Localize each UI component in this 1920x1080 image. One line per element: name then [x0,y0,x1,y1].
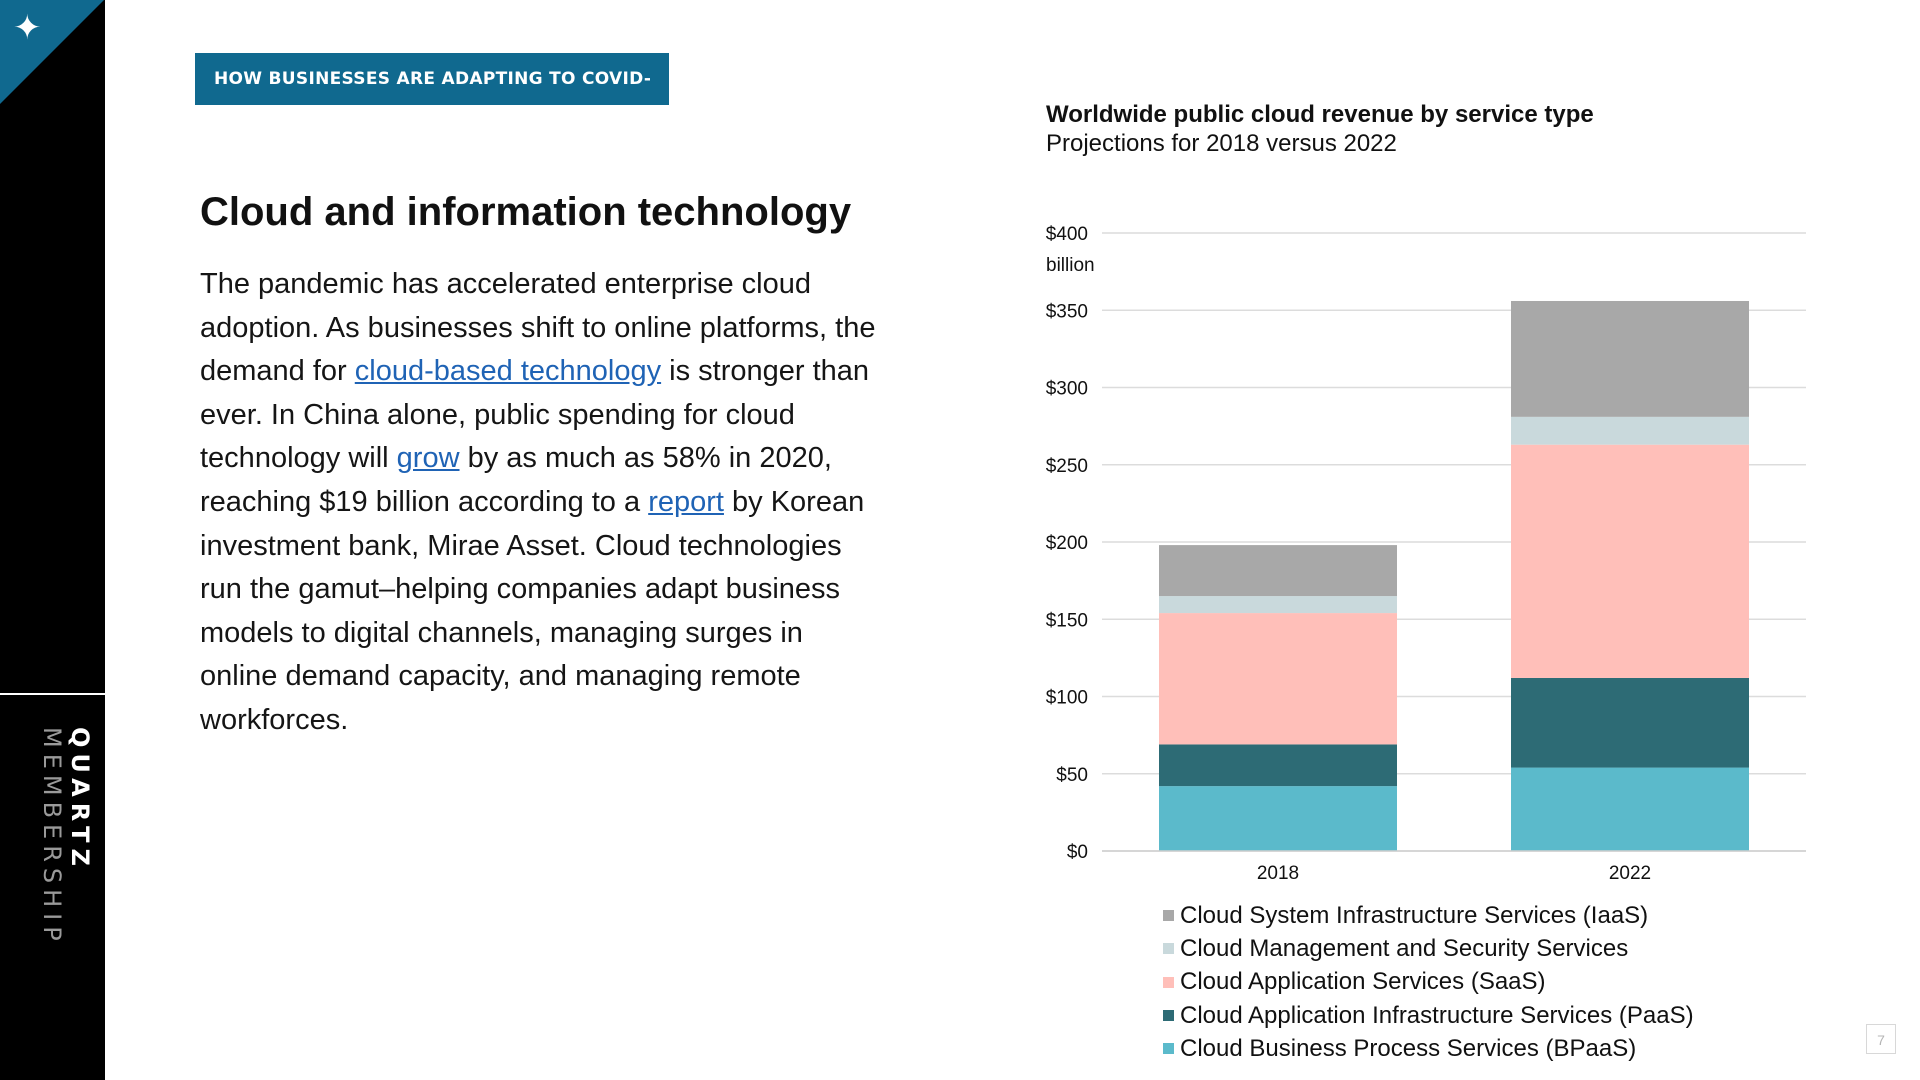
bar-segment [1511,767,1749,851]
legend-label: Cloud Management and Security Services [1180,934,1629,962]
chart-subtitle: Projections for 2018 versus 2022 [1046,130,1397,157]
body-text-2: is stronger than ever. In China alone, p… [200,355,870,475]
grow-link[interactable]: grow [396,442,460,475]
y-tick-label: $350 [1046,301,1088,322]
legend-item: Cloud System Infrastructure Services (Ia… [1163,899,1694,932]
legend-swatch [1163,976,1174,988]
section-tag: HOW BUSINESSES ARE ADAPTING TO COVID-19 [195,53,669,141]
chart-legend: Cloud System Infrastructure Services (Ia… [1163,899,1694,1065]
article-body: The pandemic has accelerated enterprise … [200,263,880,743]
y-tick-label: $400 [1046,224,1088,245]
bar-segment [1159,545,1397,597]
legend-label: Cloud Application Infrastructure Service… [1180,1001,1694,1029]
y-tick-label: $200 [1046,533,1088,554]
report-link[interactable]: report [648,485,724,518]
stacked-bar-chart: $0 $50 $100 $150 $200 $250 $300 $350 $400 billion… [1046,224,1806,884]
brand-wordmark: QUARTZ MEMBERSHIP [38,727,94,1080]
brand-bold: QUARTZ [66,727,94,872]
y-tick-label: $250 [1046,456,1088,477]
legend-item: Cloud Management and Security Services [1163,932,1694,965]
legend-item: Cloud Application Infrastructure Service… [1163,999,1694,1032]
legend-label: Cloud Business Process Services (BPaaS) [1180,1034,1637,1062]
body-text-3: by as much as 58% in 2020, reaching $19 … [200,442,832,518]
page-title: Cloud and information technology [200,190,852,234]
legend-swatch [1163,1010,1174,1022]
bar-segment [1159,786,1397,851]
page-number: 7 [1866,1024,1896,1054]
bar-segment [1511,416,1749,445]
y-tick-label: $300 [1046,379,1088,400]
y-tick-label: $0 [1067,842,1088,863]
legend-swatch [1163,910,1174,922]
bar-segment [1159,613,1397,745]
body-text-1: The pandemic has accelerated enterprise … [200,268,876,388]
sidebar-divider [0,693,105,695]
body-text-4: by Korean investment bank, Mirae Asset. … [200,485,865,736]
legend-item: Cloud Business Process Services (BPaaS) [1163,1032,1694,1065]
legend-swatch [1163,1043,1174,1055]
y-axis-label: billion [1046,255,1095,276]
brand-light: MEMBERSHIP [38,727,66,947]
bar-segment [1511,677,1749,768]
legend-label: Cloud System Infrastructure Services (Ia… [1180,901,1649,929]
corner-accent [0,0,104,104]
bar-segment [1159,744,1397,787]
legend-label: Cloud Application Services (SaaS) [1180,968,1546,996]
chart-title: Worldwide public cloud revenue by servic… [1046,101,1594,128]
y-tick-label: $50 [1056,765,1088,786]
sparkle-icon: ✦ [13,8,42,48]
bar-segment [1511,444,1749,678]
x-tick-label: 2022 [1609,863,1651,884]
sidebar: ✦ QUARTZ MEMBERSHIP [0,0,105,1080]
bar-segment [1159,596,1397,614]
y-tick-label: $150 [1046,610,1088,631]
y-tick-label: $100 [1046,688,1088,709]
bar-segment [1511,300,1749,417]
cloud-technology-link[interactable]: cloud-based technology [354,355,662,388]
legend-swatch [1163,943,1174,955]
x-tick-label: 2018 [1257,863,1299,884]
legend-item: Cloud Application Services (SaaS) [1163,966,1694,999]
